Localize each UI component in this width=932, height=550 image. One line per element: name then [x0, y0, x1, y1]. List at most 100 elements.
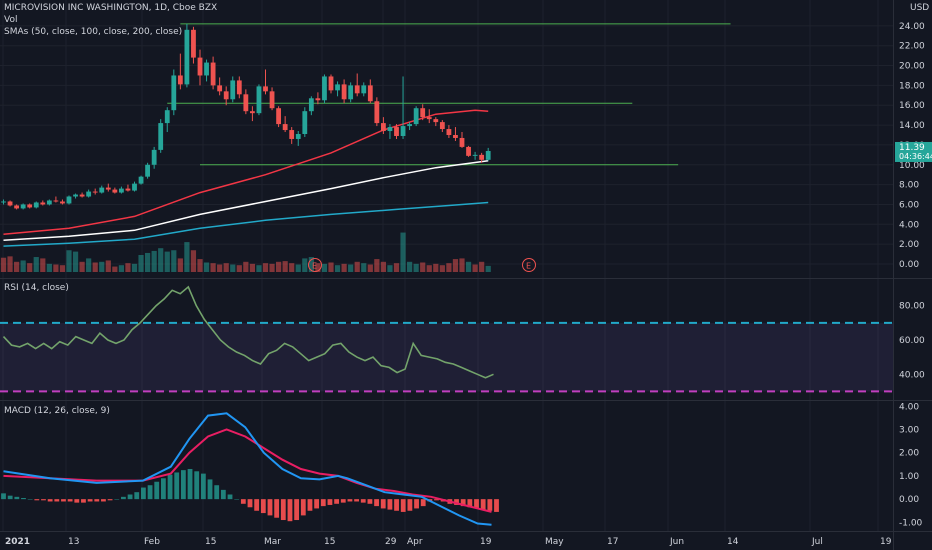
candle-body [177, 75, 183, 85]
time-axis-tick: Feb [144, 537, 160, 547]
volume-bar [164, 251, 170, 272]
macd-histogram-bar [434, 499, 439, 501]
time-axis-tick: 19 [880, 537, 892, 547]
volume-bar [380, 261, 386, 272]
price-axis-tick: 18.00 [899, 81, 925, 91]
candle-body [335, 84, 340, 91]
candle-body [197, 57, 203, 76]
axis-labels: 24.0022.0020.0018.0016.0014.0012.0010.00… [5, 22, 925, 547]
candle-body [276, 108, 281, 125]
price-axis-tick: 10.00 [899, 161, 925, 171]
volume-bar [53, 264, 59, 272]
candle-body [73, 194, 78, 197]
macd-histogram-bar [54, 499, 60, 502]
candle-body [112, 189, 118, 193]
candlesticks[interactable] [1, 23, 491, 210]
macd-histogram-bar [467, 499, 473, 508]
volume-bar [125, 263, 131, 272]
time-axis-tick: 19 [480, 537, 492, 547]
volume-bar [177, 258, 183, 272]
symbol-title[interactable]: MICROVISION INC WASHINGTON, 1D, Cboe BZX [4, 3, 217, 13]
macd-histogram-bar [207, 479, 213, 500]
time-axis-tick: 13 [68, 537, 79, 547]
volume-bar [256, 265, 262, 272]
candle-body [407, 124, 412, 127]
volume-bar [387, 265, 393, 272]
macd-histogram-bar [420, 499, 426, 507]
macd-histogram-bar [267, 499, 273, 516]
volume-bar [118, 265, 124, 272]
sma-200-line [3, 201, 489, 247]
volume-bar [413, 263, 419, 272]
macd-histogram-bar [87, 499, 93, 502]
candle-body [40, 202, 46, 205]
macd-histogram-bar [347, 499, 353, 502]
volume-bar [27, 263, 33, 272]
volume-bar [269, 263, 275, 272]
candle-body [289, 130, 295, 139]
macd-histogram-bar [107, 499, 113, 501]
candle-body [1, 201, 6, 203]
volume-bar [374, 259, 380, 272]
price-axis-tick: 8.00 [899, 181, 919, 191]
volume-bar [407, 261, 413, 272]
volume-bars [0, 232, 491, 272]
macd-signal-line [3, 428, 492, 513]
macd-label[interactable]: MACD (12, 26, close, 9) [4, 406, 110, 416]
volume-bar [138, 255, 144, 272]
volume-bar [282, 261, 288, 272]
volume-bar [197, 259, 203, 272]
candle-body [151, 149, 157, 165]
macd-histogram-bar [220, 489, 226, 500]
rsi-label[interactable]: RSI (14, close) [4, 283, 69, 293]
candle-body [302, 111, 308, 135]
time-axis-tick: May [545, 537, 564, 547]
volume-bar [479, 261, 485, 272]
volume-bar [315, 263, 321, 272]
volume-bar [243, 261, 249, 272]
macd-histogram-bar [214, 485, 220, 500]
volume-bar [400, 232, 406, 272]
volume-bar [236, 265, 242, 272]
macd-histogram-bar [494, 499, 499, 512]
macd-histogram-bar [194, 471, 200, 500]
sma-lines [3, 109, 489, 247]
macd-histogram-bar [247, 499, 253, 508]
sma-label[interactable]: SMAs (50, close, 100, close, 200, close) [4, 27, 182, 37]
rsi-line [2, 285, 494, 379]
candle-body [250, 111, 255, 114]
volume-bar [158, 248, 164, 272]
candle-body [20, 204, 26, 209]
candle-body [79, 194, 85, 197]
volume-bar [446, 263, 452, 272]
volume-bar [112, 266, 118, 272]
rsi-axis-tick: 40.00 [899, 370, 925, 380]
candle-body [466, 146, 471, 156]
volume-label[interactable]: Vol [4, 15, 17, 25]
candle-body [27, 204, 33, 208]
candle-body [453, 135, 458, 138]
candle-body [60, 201, 65, 204]
candle-body [46, 200, 52, 205]
rsi-band [0, 322, 893, 392]
candle-body [387, 127, 393, 132]
sma-100-line [3, 160, 489, 241]
candle-body [485, 150, 491, 160]
time-axis-tick: Mar [264, 537, 281, 547]
price-axis-tick: 2.00 [899, 240, 919, 250]
volume-bar [66, 250, 72, 272]
macd-histogram-bar [81, 499, 86, 503]
candle-body [33, 202, 39, 208]
earnings-marker-label: E [526, 262, 531, 271]
macd-axis-tick: 4.00 [899, 402, 919, 412]
candle-body [223, 91, 229, 100]
macd-histogram-bar [61, 499, 66, 502]
volume-bar [184, 242, 190, 272]
volume-bar [105, 260, 111, 272]
macd-histogram-bar [234, 499, 240, 500]
candle-body [105, 187, 111, 190]
volume-bar [99, 261, 105, 272]
horizontal-lines[interactable] [167, 23, 731, 166]
